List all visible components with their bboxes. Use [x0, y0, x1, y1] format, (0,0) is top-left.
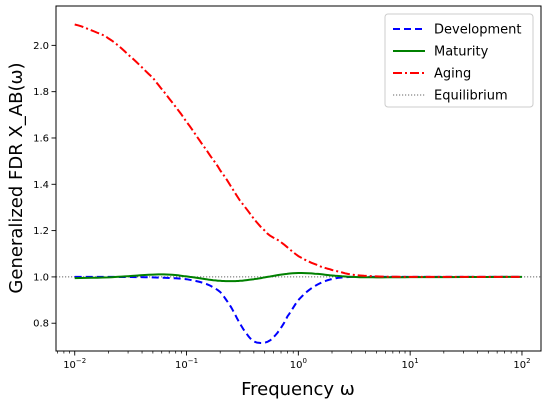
x-tick-label: 102	[513, 357, 530, 371]
legend-label-equilibrium: Equilibrium	[434, 89, 508, 104]
x-tick-label-base: 10	[513, 360, 526, 371]
x-tick-label-exponent: 1	[414, 357, 418, 365]
x-tick-label-exponent: −2	[76, 357, 86, 365]
y-tick-label: 1.0	[33, 272, 49, 283]
y-tick-label: 2.0	[33, 41, 49, 52]
x-tick-label-exponent: −1	[188, 357, 198, 365]
x-tick-label-exponent: 0	[302, 357, 306, 365]
plot-area	[56, 23, 541, 344]
x-tick-label-base: 10	[290, 360, 303, 371]
x-tick-label-exponent: 2	[526, 357, 530, 365]
x-axis-label: Frequency ω	[241, 379, 355, 400]
series-maturity-line	[74, 272, 522, 283]
y-axis-label-text: Generalized FDR X_AB(ω)	[6, 62, 27, 293]
x-tick-label-base: 10	[175, 360, 188, 371]
legend: Development Maturity Aging Equilibrium	[384, 13, 534, 108]
x-tick-label: 10−2	[63, 357, 86, 371]
series-development-line	[74, 275, 522, 344]
y-axis-label: Generalized FDR X_AB(ω)	[6, 62, 27, 293]
x-axis-label-text: Frequency ω	[241, 379, 355, 400]
y-tick-label: 0.8	[33, 319, 49, 330]
x-tick-label-base: 10	[63, 360, 76, 371]
y-tick-label: 1.6	[33, 133, 49, 144]
y-tick-label: 1.8	[33, 87, 49, 98]
y-tick-label: 1.2	[33, 226, 49, 237]
legend-label-development: Development	[434, 23, 522, 38]
x-tick-label-base: 10	[402, 360, 415, 371]
x-tick-label: 10−1	[175, 357, 198, 371]
x-tick-label: 100	[290, 357, 307, 371]
series-aging-line	[74, 23, 522, 278]
x-tick-label: 101	[402, 357, 419, 371]
legend-label-maturity: Maturity	[434, 45, 489, 60]
legend-label-aging: Aging	[434, 67, 471, 82]
legend-box	[384, 13, 534, 108]
y-axis: 0.8 1.0 1.2 1.4 1.6 1.8 2.0	[33, 41, 56, 330]
x-axis: 10−2 10−1 100 101 102	[57, 351, 531, 371]
y-tick-label: 1.4	[33, 180, 49, 191]
